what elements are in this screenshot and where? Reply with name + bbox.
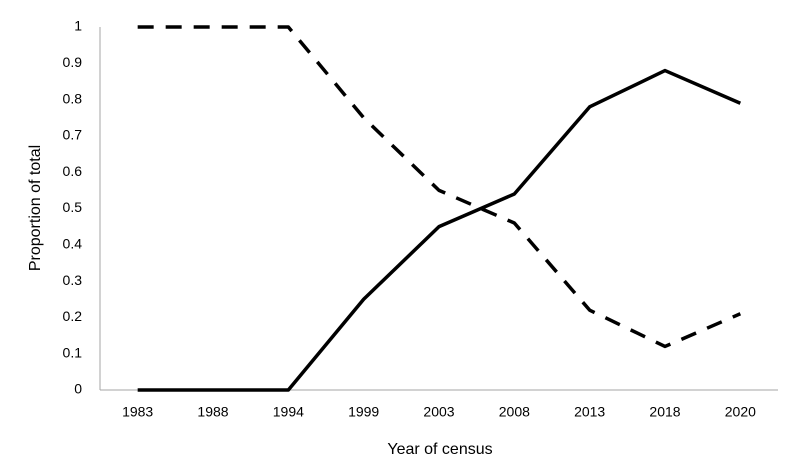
x-tick-label: 2020	[725, 404, 756, 420]
x-tick-label: 2018	[649, 404, 680, 420]
y-tick-label: 1	[74, 18, 82, 34]
y-tick-label: 0.7	[63, 127, 83, 143]
x-axis-title: Year of census	[387, 441, 492, 458]
y-tick-label: 0.4	[63, 236, 83, 252]
y-tick-label: 0.8	[63, 90, 83, 106]
y-tick-label: 0.2	[63, 308, 83, 324]
x-tick-label: 1994	[273, 404, 304, 420]
y-tick-label: 0.3	[63, 272, 83, 288]
y-tick-label: 0.9	[63, 54, 83, 70]
y-tick-label: 0.5	[63, 199, 83, 215]
x-tick-label: 1999	[348, 404, 379, 420]
x-tick-label: 2008	[499, 404, 530, 420]
y-tick-label: 0.1	[63, 344, 83, 360]
y-axis-title: Proportion of total	[27, 145, 44, 271]
x-tick-label: 1988	[197, 404, 228, 420]
series-line	[137, 68, 742, 392]
y-tick-label: 0.6	[63, 163, 83, 179]
series-line	[137, 25, 742, 349]
x-tick-label: 1983	[122, 404, 153, 420]
x-tick-label: 2003	[423, 404, 454, 420]
x-tick-label: 2013	[574, 404, 605, 420]
y-tick-label: 0	[74, 381, 82, 397]
